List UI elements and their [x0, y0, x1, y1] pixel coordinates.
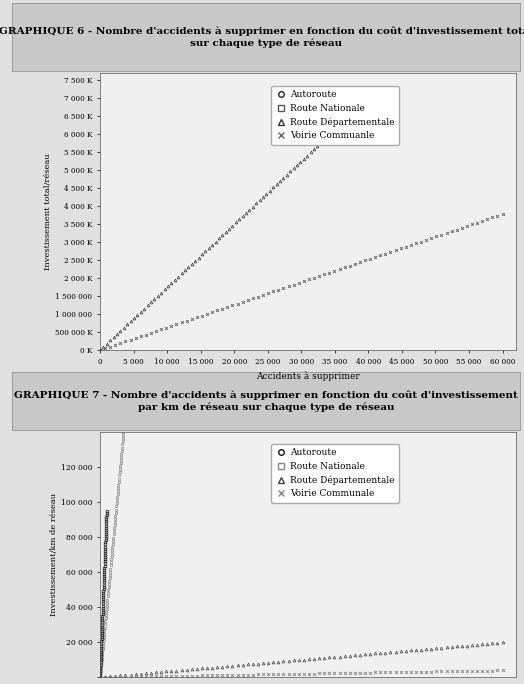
- Text: GRAPHIQUE 7 - Nombre d'accidents à supprimer en fonction du coût d'investissemen: GRAPHIQUE 7 - Nombre d'accidents à suppr…: [14, 390, 518, 412]
- Y-axis label: Investissement total/réseau: Investissement total/réseau: [44, 153, 52, 269]
- X-axis label: Accidents à supprimer: Accidents à supprimer: [256, 371, 360, 381]
- Text: GRAPHIQUE 6 - Nombre d'accidents à supprimer en fonction du coût d'investissemen: GRAPHIQUE 6 - Nombre d'accidents à suppr…: [0, 26, 524, 48]
- Y-axis label: Investissement/km de réseau: Investissement/km de réseau: [50, 493, 58, 616]
- Legend: Autoroute, Route Nationale, Route Départementale, Voirie Commuanle: Autoroute, Route Nationale, Route Départ…: [271, 86, 399, 145]
- Legend: Autoroute, Route Nationale, Route Départementale, Voirie Communale: Autoroute, Route Nationale, Route Départ…: [271, 444, 399, 503]
